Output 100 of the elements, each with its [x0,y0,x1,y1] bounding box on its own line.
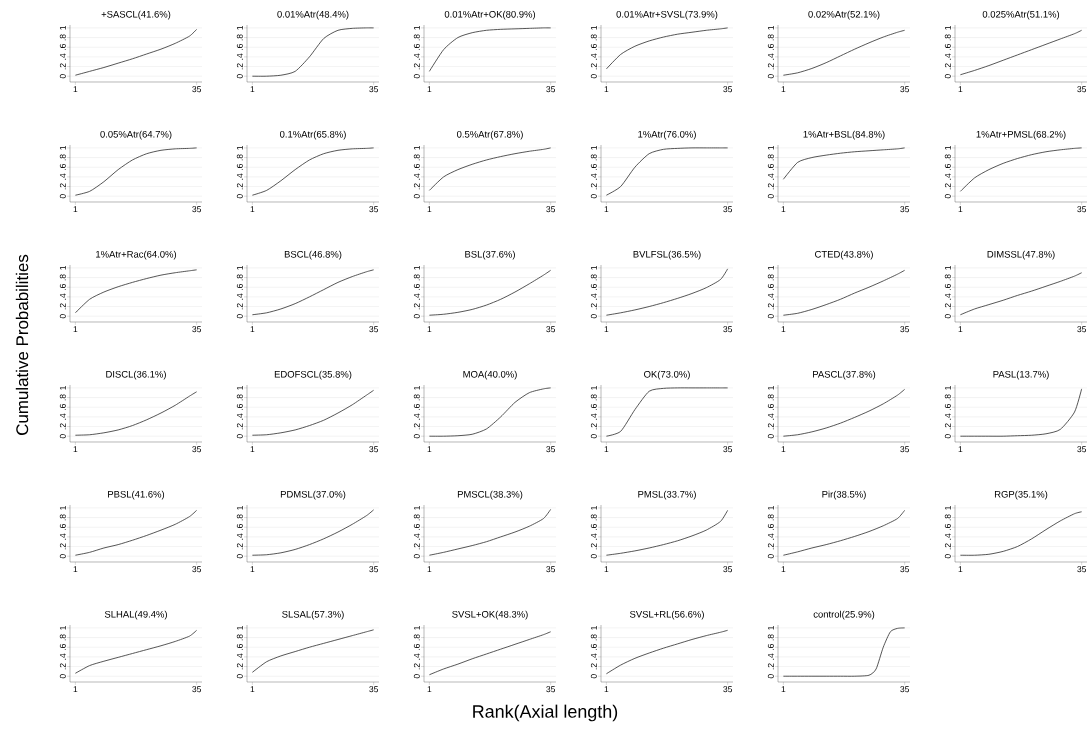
y-tick-label: 1 [59,145,66,150]
chart-title: MOA(40.0%) [463,370,517,380]
x-tick-label: 35 [1077,326,1087,333]
chart-title: OK(73.0%) [644,370,690,380]
y-tick-label: .8 [59,154,66,161]
y-tick-label: .8 [59,634,66,641]
y-tick-label: .8 [767,34,774,41]
line-series [605,268,729,316]
y-tick-label: .2 [413,663,420,670]
y-tick-label: .2 [59,543,66,550]
y-tick-label: .8 [590,154,597,161]
x-tick-label: 1 [604,446,609,453]
y-tick-label: .6 [944,164,951,170]
x-tick-label: 35 [900,206,910,213]
y-tick-label: .4 [767,293,774,300]
x-tick-label: 35 [723,86,733,93]
y-tick-label: 1 [590,25,597,30]
y-tick-label: .8 [590,514,597,521]
y-tick-label: .2 [236,183,243,190]
y-tick-label: .2 [767,423,774,430]
x-tick-label: 35 [369,206,379,213]
line-series [74,509,198,556]
chart-title: 1%Atr+Rac(64.0%) [96,250,177,260]
y-tick-label: .4 [413,413,420,420]
y-tick-label: .6 [767,644,774,650]
x-tick-label: 35 [546,446,556,453]
x-tick-label: 35 [369,566,379,573]
chart-title: 0.1%Atr(65.8%) [279,130,346,140]
y-tick-label: 0 [590,674,597,679]
y-tick-label: 1 [413,385,420,390]
x-tick-label: 35 [723,206,733,213]
y-tick-label: 0 [590,74,597,79]
y-tick-label: 0 [59,194,66,199]
y-tick-label: .6 [59,284,66,290]
x-tick-label: 1 [604,686,609,693]
line-series [605,629,729,675]
y-tick-label: .2 [767,63,774,70]
line-series [605,147,729,196]
line-series [251,27,375,77]
y-tick-label: .4 [944,413,951,420]
y-tick-label: 0 [236,674,243,679]
y-tick-label: 0 [767,674,774,679]
line-series [74,629,198,674]
y-tick-label: .2 [944,423,951,430]
y-tick-label: 1 [236,265,243,270]
chart-title: 0.025%Atr(51.1%) [982,10,1060,20]
y-tick-label: .2 [236,663,243,670]
y-tick-label: .8 [767,154,774,161]
line-series [74,269,198,314]
x-tick-label: 1 [781,446,786,453]
y-tick-label: .4 [236,173,243,180]
y-tick-label: 0 [944,314,951,319]
line-series [428,387,552,437]
y-tick-label: .6 [413,284,420,290]
line-series [428,631,552,676]
y-tick-label: 1 [590,505,597,510]
y-tick-label: .6 [590,524,597,530]
y-tick-label: 0 [413,314,420,319]
line-series [605,509,729,556]
chart-title: 0.5%Atr(67.8%) [456,130,523,140]
y-tick-label: 0 [944,554,951,559]
y-tick-label: 1 [413,25,420,30]
y-tick-label: 1 [59,625,66,630]
y-tick-label: .4 [767,173,774,180]
y-tick-label: .2 [590,663,597,670]
x-tick-label: 35 [546,86,556,93]
x-tick-label: 1 [250,446,255,453]
x-tick-label: 1 [250,686,255,693]
y-tick-label: 1 [590,625,597,630]
y-tick-label: .4 [59,533,66,540]
y-tick-label: .4 [590,293,597,300]
chart-title: EDOFSCL(35.8%) [274,370,352,380]
x-tick-label: 1 [781,566,786,573]
y-tick-label: 0 [590,434,597,439]
x-tick-label: 1 [73,566,78,573]
y-tick-label: .8 [944,274,951,281]
line-series [74,147,198,196]
y-tick-label: 0 [590,314,597,319]
y-tick-label: 1 [236,145,243,150]
y-tick-label: .6 [413,524,420,530]
line-series [605,27,729,70]
y-tick-label: .2 [59,663,66,670]
x-tick-label: 1 [250,86,255,93]
y-tick-label: .6 [413,164,420,170]
y-tick-label: .2 [590,423,597,430]
y-tick-label: 0 [944,434,951,439]
y-tick-label: .8 [236,634,243,641]
y-tick-label: 0 [59,554,66,559]
line-series [782,147,906,180]
y-tick-label: .2 [767,303,774,310]
line-series [251,269,375,316]
y-tick-label: .4 [236,653,243,660]
chart-title: DISCL(36.1%) [106,370,166,380]
x-tick-label: 35 [192,566,202,573]
y-tick-label: .4 [236,413,243,420]
y-tick-label: .8 [413,274,420,281]
x-tick-label: 1 [73,686,78,693]
y-tick-label: .6 [59,524,66,530]
y-tick-label: .4 [413,533,420,540]
y-tick-label: 0 [767,434,774,439]
